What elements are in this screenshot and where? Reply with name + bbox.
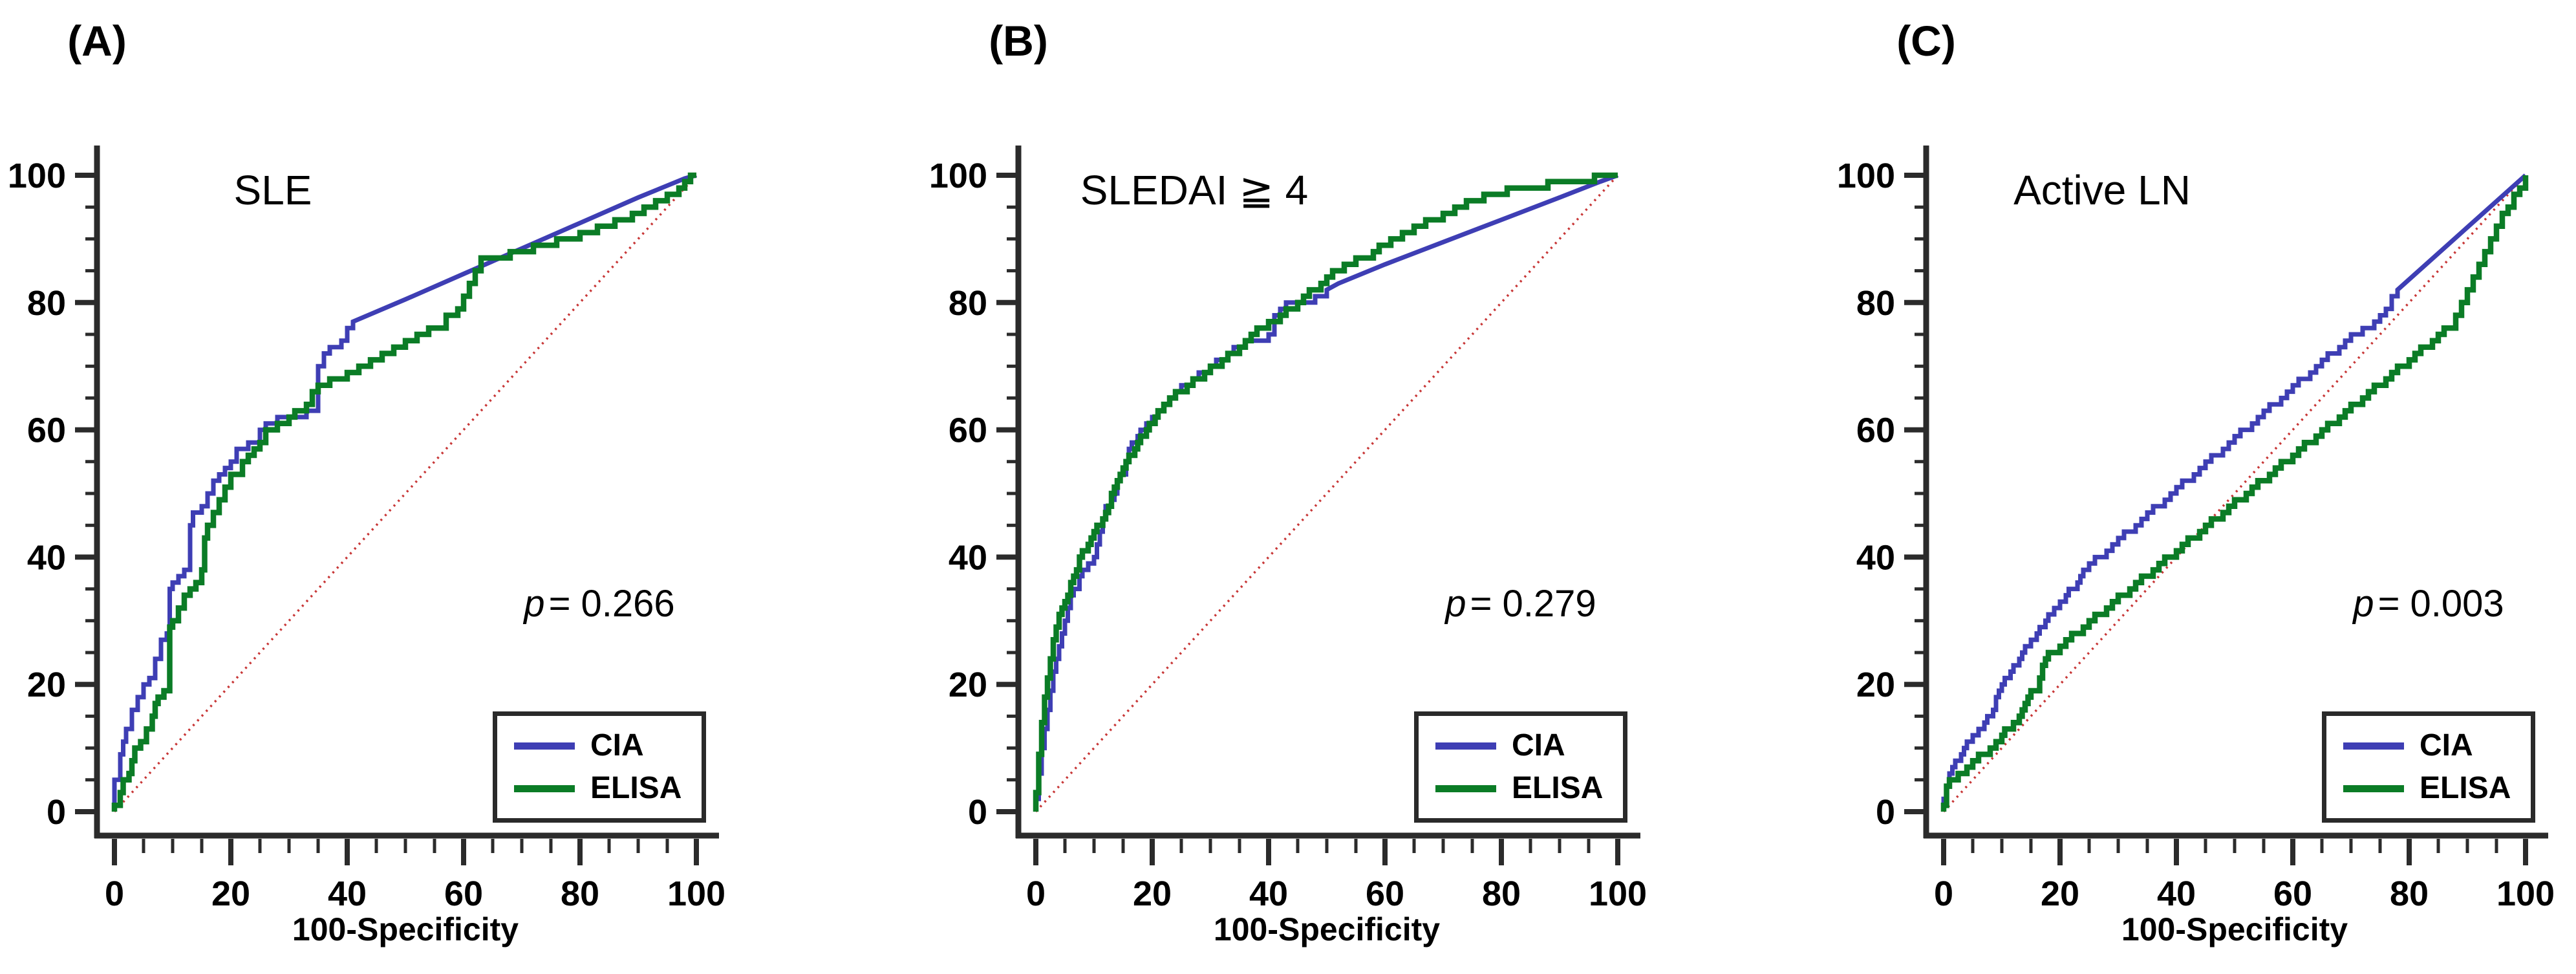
y-tick-label: 40	[949, 538, 987, 577]
cia-line-swatch	[514, 742, 575, 750]
x-tick-label: 100	[2496, 874, 2555, 913]
x-tick-label: 100	[1589, 874, 1647, 913]
x-tick-label: 20	[2041, 874, 2079, 913]
y-tick-label: 40	[1856, 538, 1895, 577]
x-tick-label: 80	[2390, 874, 2429, 913]
cia-legend-label: CIA	[2420, 728, 2473, 763]
panel-b-legend: CIA ELISA	[1414, 711, 1627, 823]
y-tick-label: 60	[27, 411, 66, 450]
panel-a-letter: (A)	[67, 17, 127, 65]
legend-row-elisa: ELISA	[514, 773, 702, 804]
y-tick-label: 0	[968, 793, 987, 832]
chance-diagonal-line	[1035, 174, 1619, 813]
x-tick-label: 20	[211, 874, 250, 913]
panel-b-title: SLEDAI ≧ 4	[1080, 167, 1309, 213]
y-tick-label: 40	[27, 538, 66, 577]
elisa-roc-curve	[111, 172, 696, 812]
p-text: = 0.279	[1470, 583, 1596, 625]
x-tick-label: 100	[667, 874, 725, 913]
panel-a-p-value: p = 0.266	[524, 585, 674, 623]
legend-row-cia: CIA	[2343, 730, 2531, 761]
p-symbol: p	[2353, 583, 2374, 625]
p-symbol: p	[1445, 583, 1466, 625]
panel-c-title: Active LN	[2013, 167, 2191, 213]
legend-row-elisa: ELISA	[2343, 773, 2531, 804]
elisa-line-swatch	[2343, 785, 2404, 792]
elisa-legend-label: ELISA	[2420, 771, 2511, 805]
panel-c-letter: (C)	[1896, 17, 1956, 65]
panel-b-plot: 0 20 40 60 80 100 0 20 40 60 80 100	[929, 146, 1647, 913]
panel-a-plot: 0 20 40 60 80 100 0 20 40 60 80 100	[8, 146, 725, 913]
chance-diagonal-line	[113, 174, 698, 813]
elisa-roc-curve	[1940, 175, 2529, 812]
x-tick-label: 0	[105, 874, 124, 913]
elisa-roc-curve	[1033, 172, 1618, 812]
x-tick-label: 80	[1482, 874, 1521, 913]
cia-roc-curve	[112, 173, 697, 812]
chance-diagonal-line	[1942, 174, 2527, 813]
panel-a-legend: CIA ELISA	[493, 711, 706, 823]
y-tick-label: 100	[8, 157, 66, 195]
legend-row-cia: CIA	[514, 730, 702, 761]
cia-line-swatch	[2343, 742, 2404, 750]
y-tick-label: 0	[1876, 793, 1895, 832]
elisa-legend-label: ELISA	[590, 771, 682, 805]
panel-a-title: SLE	[233, 167, 312, 213]
y-tick-label: 80	[27, 284, 66, 323]
cia-legend-label: CIA	[1512, 728, 1565, 763]
x-tick-label: 20	[1133, 874, 1172, 913]
y-tick-label: 60	[1856, 411, 1895, 450]
p-text: = 0.266	[548, 583, 675, 625]
x-tick-label: 60	[1366, 874, 1404, 913]
legend-row-cia: CIA	[1435, 730, 1623, 761]
y-tick-label: 20	[27, 666, 66, 704]
y-tick-label: 60	[949, 411, 987, 450]
y-tick-label: 100	[1837, 157, 1895, 195]
panel-c-p-value: p = 0.003	[2353, 585, 2504, 623]
x-tick-label: 40	[328, 874, 367, 913]
y-tick-label: 0	[47, 793, 66, 832]
p-text: = 0.003	[2377, 583, 2504, 625]
cia-line-swatch	[1435, 742, 1496, 750]
elisa-line-swatch	[1435, 785, 1496, 792]
y-tick-label: 20	[949, 666, 987, 704]
cia-roc-curve	[1941, 173, 2528, 812]
cia-legend-label: CIA	[590, 728, 644, 763]
panel-a-x-axis-label: 100-Specificity	[292, 911, 519, 947]
x-tick-label: 80	[561, 874, 599, 913]
panel-b-p-value: p = 0.279	[1445, 585, 1596, 623]
elisa-line-swatch	[514, 785, 575, 792]
panel-c-plot: 0 20 40 60 80 100 0 20 40 60 80 100	[1837, 146, 2555, 913]
y-tick-label: 20	[1856, 666, 1895, 704]
x-tick-label: 0	[1934, 874, 1953, 913]
x-tick-label: 0	[1026, 874, 1046, 913]
x-tick-label: 60	[2273, 874, 2312, 913]
panel-b-x-axis-label: 100-Specificity	[1213, 911, 1441, 947]
panel-b-letter: (B)	[989, 17, 1048, 65]
y-tick-label: 80	[949, 284, 987, 323]
panel-c-x-axis-label: 100-Specificity	[2121, 911, 2348, 947]
x-tick-label: 40	[2157, 874, 2196, 913]
y-tick-label: 100	[929, 157, 987, 195]
elisa-legend-label: ELISA	[1512, 771, 1604, 805]
x-tick-label: 40	[1249, 874, 1288, 913]
p-symbol: p	[524, 583, 545, 625]
legend-row-elisa: ELISA	[1435, 773, 1623, 804]
panel-c-legend: CIA ELISA	[2322, 711, 2535, 823]
x-tick-label: 60	[444, 874, 483, 913]
y-tick-label: 80	[1856, 284, 1895, 323]
